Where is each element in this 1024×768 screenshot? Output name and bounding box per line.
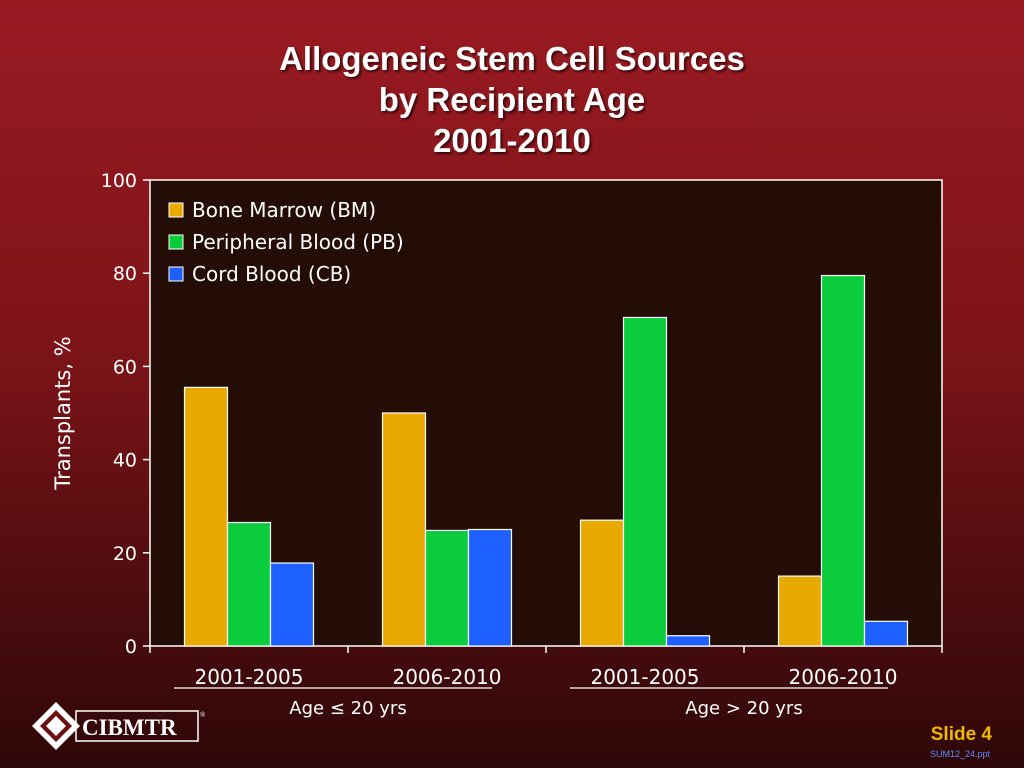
slide-title: Allogeneic Stem Cell Sources by Recipien…: [0, 38, 1024, 161]
bar-bm: [579, 519, 625, 647]
bar-pb: [226, 521, 272, 647]
legend-swatch: [168, 202, 184, 218]
logo-text: CIBMTR: [82, 715, 177, 740]
group-label: Age > 20 yrs: [685, 698, 802, 719]
file-reference: SUM12_24.ppt: [929, 749, 990, 759]
bar-bm: [183, 386, 229, 647]
logo-diamond-icon: [32, 702, 80, 750]
bar-cb: [269, 562, 315, 647]
bar-pb: [424, 529, 470, 647]
legend-swatch: [168, 266, 184, 282]
logo-registered-mark: ®: [200, 711, 206, 719]
bar-bm: [777, 575, 823, 647]
x-tick-label: 2001-2005: [590, 665, 699, 689]
y-tick-label: 40: [113, 450, 137, 472]
bar-bm: [381, 412, 427, 647]
y-tick-label: 0: [125, 636, 137, 658]
y-tick-label: 20: [113, 543, 137, 565]
legend-label: Cord Blood (CB): [192, 262, 351, 286]
y-tick-label: 80: [113, 263, 137, 285]
bar-pb: [622, 316, 668, 647]
cibmtr-logo: CIBMTR ®: [32, 702, 206, 750]
y-tick-label: 100: [101, 170, 137, 192]
x-tick-label: 2001-2005: [194, 665, 303, 689]
legend-label: Bone Marrow (BM): [192, 198, 376, 222]
bar-cb: [467, 528, 513, 647]
x-tick-label: 2006-2010: [788, 665, 897, 689]
bar-cb: [863, 620, 909, 647]
y-tick-label: 60: [113, 356, 137, 378]
x-tick-label: 2006-2010: [392, 665, 501, 689]
legend-swatch: [168, 234, 184, 250]
bar-cb: [665, 635, 711, 647]
title-line-3: 2001-2010: [433, 122, 591, 159]
y-axis-title: Transplants, %: [51, 336, 75, 490]
title-line-2: by Recipient Age: [378, 81, 646, 118]
legend-label: Peripheral Blood (PB): [192, 230, 404, 254]
slide-number: Slide 4: [930, 724, 992, 745]
group-label: Age ≤ 20 yrs: [289, 698, 406, 719]
bar-pb: [820, 274, 866, 647]
title-line-1: Allogeneic Stem Cell Sources: [279, 40, 745, 77]
